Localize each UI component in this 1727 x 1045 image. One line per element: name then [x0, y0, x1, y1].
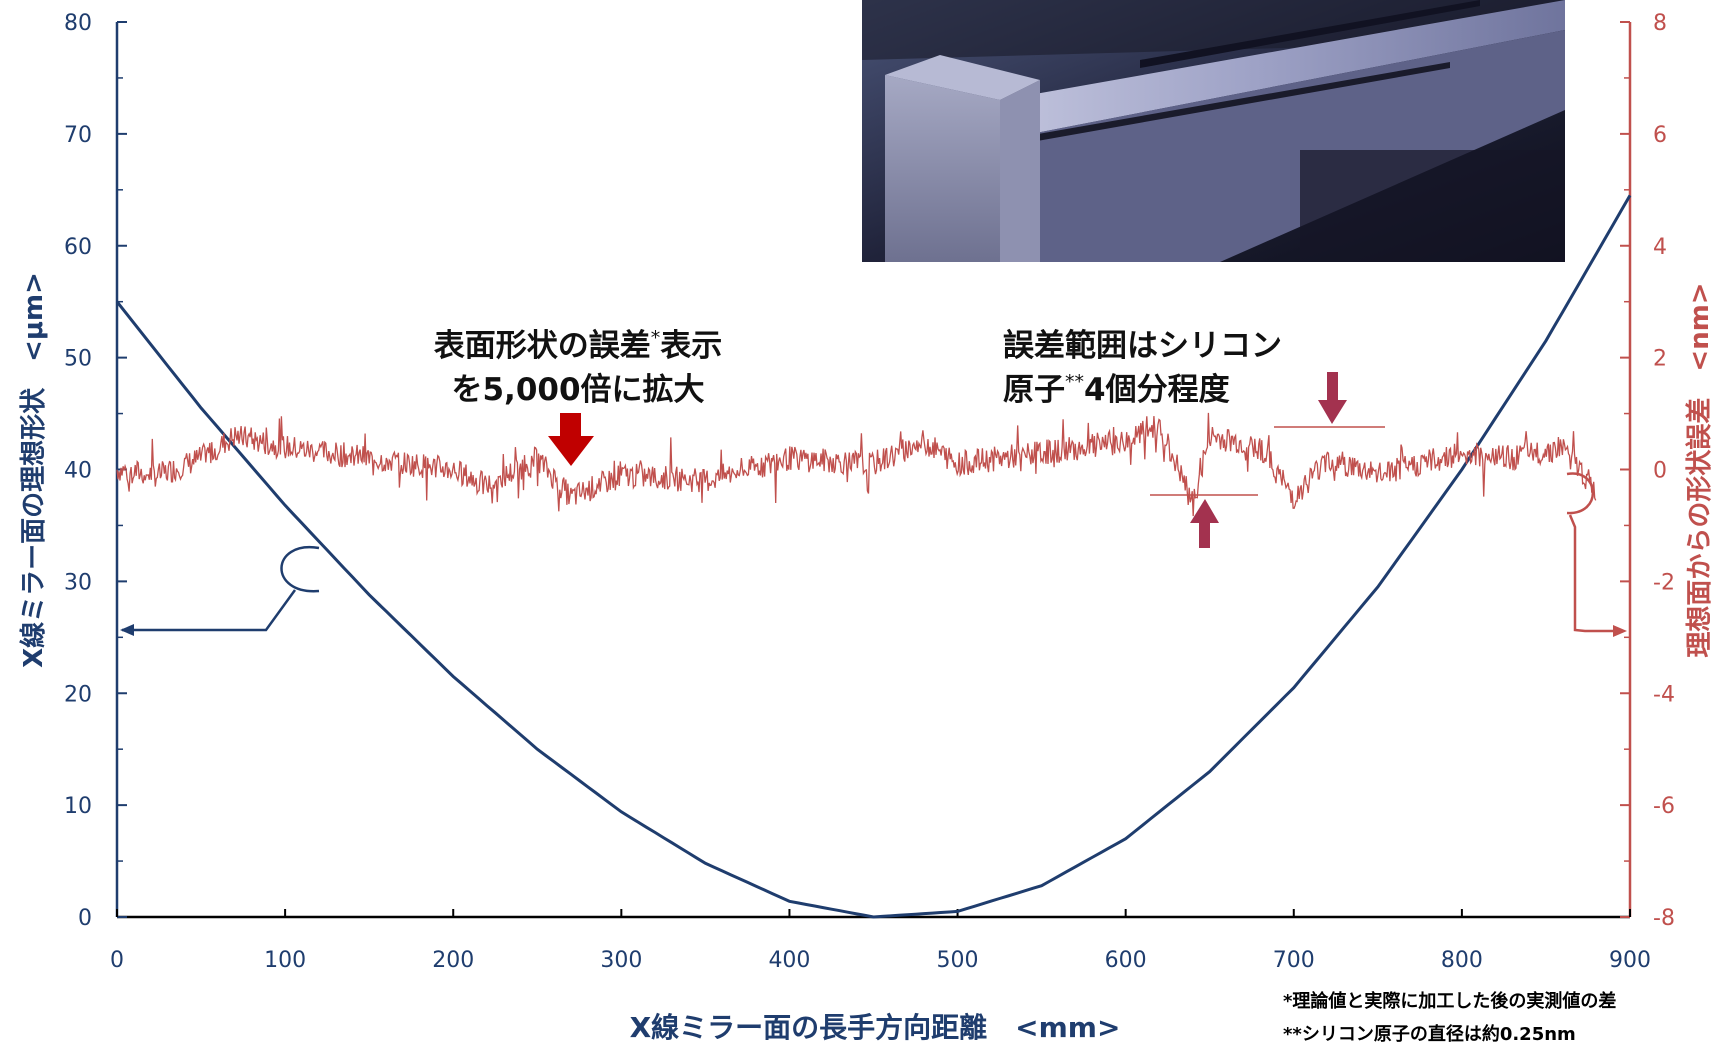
right-series-indicator [1566, 472, 1627, 637]
left-tick-label: 0 [78, 906, 92, 931]
magnify-callout-line2: を5,000倍に拡大 [451, 372, 704, 408]
x-tick-label: 600 [1105, 948, 1147, 973]
right-tick-label: -4 [1653, 682, 1675, 707]
shape-error-line [116, 412, 1597, 517]
left-tick-label: 30 [64, 570, 92, 595]
footnote-error-definition: *理論値と実際に加工した後の実測値の差 [1283, 990, 1616, 1012]
error-range-callout: 誤差範囲はシリコン [1003, 328, 1282, 364]
left-tick-label: 60 [64, 235, 92, 260]
x-tick-label: 100 [264, 948, 306, 973]
x-tick-label: 700 [1273, 948, 1315, 973]
x-tick-label: 500 [937, 948, 979, 973]
right-tick-label: -2 [1653, 570, 1675, 595]
left-tick-label: 70 [64, 123, 92, 148]
magnify-arrow [548, 413, 594, 466]
right-axis-title: 理想面からの形状誤差 <nm> [1684, 282, 1715, 657]
left-tick-label: 40 [64, 459, 92, 484]
right-axis-ticks: -8 -6 -4 -2 0 2 4 6 8 [1620, 11, 1675, 931]
series-group [115, 194, 1632, 919]
left-axis-ticks: 0 10 20 30 40 50 60 70 80 [64, 11, 127, 931]
left-tick-label: 10 [64, 794, 92, 819]
right-tick-label: 6 [1653, 123, 1667, 148]
left-tick-label: 20 [64, 682, 92, 707]
x-axis-title: X線ミラー面の長手方向距離 <mm> [630, 1011, 1121, 1044]
x-tick-label: 800 [1441, 948, 1483, 973]
left-tick-label: 50 [64, 347, 92, 372]
left-axis-title: X線ミラー面の理想形状 <μm> [18, 272, 49, 668]
right-tick-label: 4 [1653, 235, 1667, 260]
left-series-indicator [120, 545, 320, 636]
right-tick-label: 8 [1653, 11, 1667, 36]
x-axis-ticks: 0 100 200 300 400 500 600 700 800 900 [110, 909, 1651, 973]
left-tick-label: 80 [64, 11, 92, 36]
error-range-callout-line2: 原子**4個分程度 [1003, 371, 1230, 408]
x-tick-label: 900 [1609, 948, 1651, 973]
error-range-markers [1150, 372, 1385, 548]
right-tick-label: -8 [1653, 906, 1675, 931]
footnote-silicon-diameter: **シリコン原子の直径は約0.25nm [1283, 1023, 1576, 1045]
x-tick-label: 200 [432, 948, 474, 973]
right-tick-label: 0 [1653, 459, 1667, 484]
right-tick-label: 2 [1653, 347, 1667, 372]
x-tick-label: 300 [600, 948, 642, 973]
magnify-callout: 表面形状の誤差*表示 [434, 327, 723, 364]
ideal-shape-line [115, 194, 1632, 919]
right-tick-label: -6 [1653, 794, 1675, 819]
mirror-photo [862, 0, 1565, 262]
x-tick-label: 400 [768, 948, 810, 973]
x-tick-label: 0 [110, 948, 124, 973]
